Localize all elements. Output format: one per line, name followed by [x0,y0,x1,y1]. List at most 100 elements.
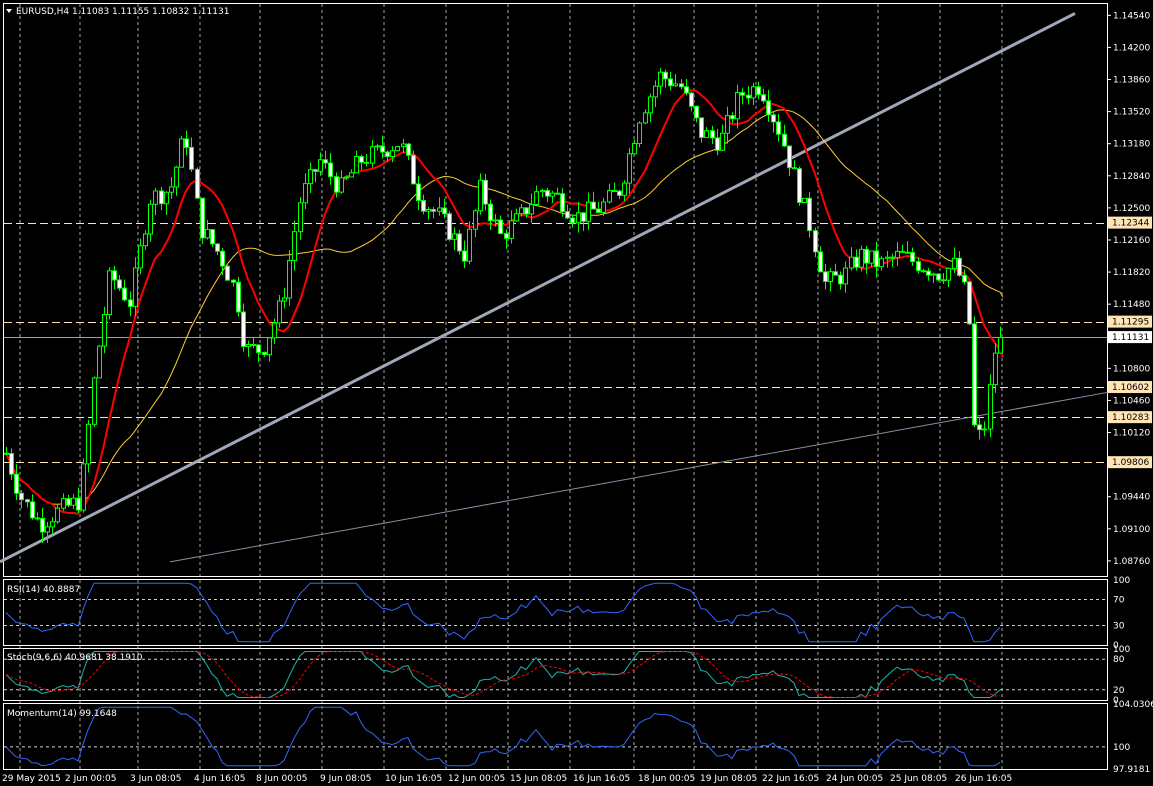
candle-body [287,259,292,299]
candle-body [411,154,416,185]
candle-body [576,212,581,224]
candle-body [241,311,246,347]
indicator-tick-label: 0 [1113,696,1119,706]
candle-body [740,92,745,96]
candle-body [493,219,498,222]
rsi-title: RSI(14) 40.8887 [7,585,80,595]
candle-body [164,191,169,205]
current-price-tag [1108,331,1152,344]
candle-body [916,261,921,272]
candle-body [941,279,946,282]
candle-body [519,207,524,215]
candle-body [251,344,256,347]
price-level-tag [1108,411,1152,424]
candle-body [529,204,534,215]
candle-body [354,156,359,174]
indicator-line [5,582,1001,643]
candle-body [725,115,730,134]
candle-body [874,250,879,268]
pane-frames [3,3,1108,770]
candle-body [102,313,107,347]
candle-body [612,189,617,192]
candle-body [504,233,509,239]
candle-body [627,153,632,184]
dropdown-arrow-icon[interactable] [6,9,12,13]
price-tick-label: 1.10120 [1113,429,1150,439]
candle-body [86,423,91,465]
indicator-tick-label: 100 [1113,576,1130,586]
candle-body [586,201,591,222]
candle-body [437,207,442,212]
candle-body [509,220,514,239]
candle-body [776,121,781,135]
candle-body [900,250,905,253]
current-price-label: 1.11131 [1112,333,1149,343]
price-tick-label: 1.09100 [1113,525,1150,535]
candle-body [823,271,828,283]
candle-body [426,208,431,212]
candle-body [184,138,189,148]
candle-body [926,270,931,276]
candle-body [704,130,709,138]
candle-body [318,159,323,172]
candle-body [272,322,277,339]
candle-body [246,344,251,347]
candle-body [200,197,205,239]
momentum-title: Momentum(14) 99.1648 [7,709,117,719]
indicator-tick-label: 104.0306 [1113,700,1153,710]
candle-body [215,243,220,252]
candle-body [854,256,859,268]
candle-body [895,250,900,259]
indicator-tick-label: 70 [1113,596,1125,606]
price-tick-label: 1.12840 [1113,172,1150,182]
candle-body [972,323,977,426]
candle-body [339,177,344,193]
candle-body [328,162,333,178]
candle-body [689,92,694,107]
price-tick-label: 1.12500 [1113,204,1150,214]
candle-body [256,344,261,353]
time-tick-label: 15 Jun 08:05 [510,774,567,784]
indicator-tick-label: 0 [1113,641,1119,651]
indicator-tick-label: 100 [1113,743,1130,753]
candle-body [890,256,895,259]
candle-body [364,161,369,164]
indicator-tick-label: 100 [1113,645,1130,655]
candle-body [617,190,622,196]
main-title[interactable]: EURUSD,H4 1.11083 1.11155 1.10832 1.1113… [6,7,229,17]
candle-body [720,132,725,151]
candle-body [76,497,81,511]
candle-body [267,337,272,356]
candle-body [715,137,720,151]
candle-body [946,267,951,281]
candle-body [298,202,303,233]
candle-body [55,507,60,523]
candle-body [153,190,158,205]
candle-body [71,497,76,506]
price-level-tag [1108,381,1152,394]
trendline [0,12,1076,564]
time-tick-label: 19 Jun 08:05 [700,774,757,784]
price-tick-label: 1.11820 [1113,268,1150,278]
candle-body [905,251,910,254]
candle-body [478,179,483,212]
candle-body [673,83,678,87]
time-tick-label: 4 Jun 16:05 [194,774,245,784]
candle-body [565,211,570,219]
vertical-grid [19,4,1003,769]
candle-body [787,145,792,169]
indicator-tick-label: 20 [1113,686,1125,696]
candle-body [40,517,45,533]
candle-body [292,231,297,261]
candle-body [735,92,740,120]
price-level-label: 1.09806 [1112,458,1149,468]
candle-body [467,228,472,262]
candle-body [210,229,215,245]
indicator-line [5,706,1001,767]
price-tick-label: 1.09440 [1113,493,1150,503]
candle-body [952,257,957,269]
candle-body [277,300,282,324]
candle-body [447,213,452,240]
candle-body [833,271,838,276]
